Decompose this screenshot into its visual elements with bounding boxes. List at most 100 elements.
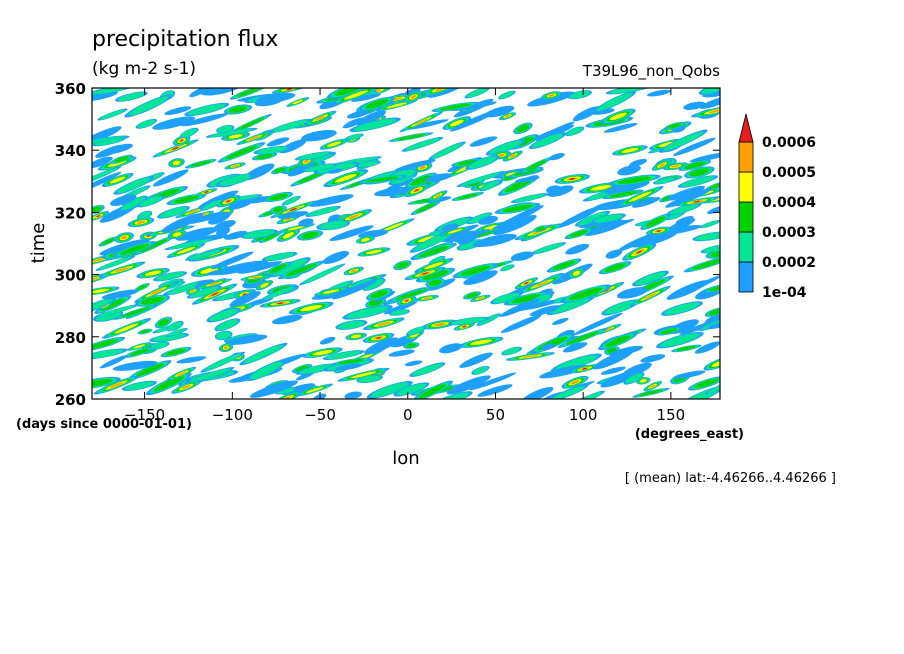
- precip-cluster: [200, 351, 245, 373]
- precip-cluster: [217, 142, 266, 163]
- precip-cluster: [632, 270, 669, 287]
- y-tick-label: 320: [55, 204, 86, 222]
- precip-cluster: [271, 166, 289, 175]
- precip-cluster: [152, 139, 199, 158]
- precip-cluster: [427, 190, 448, 202]
- precip-cluster: [666, 280, 709, 300]
- precip-cluster: [600, 108, 636, 125]
- precip-cluster: [449, 110, 498, 132]
- precip-cluster: [678, 159, 712, 171]
- x-tick-label: 0: [403, 406, 413, 424]
- precip-cluster: [152, 116, 195, 130]
- precip-cluster: [514, 176, 540, 183]
- precip-cluster: [469, 136, 498, 147]
- precip-cluster: [472, 233, 517, 248]
- precip-cluster: [240, 229, 278, 239]
- x-tick-label: 100: [569, 406, 598, 424]
- precip-cluster: [189, 88, 210, 98]
- precip-cluster: [554, 173, 590, 184]
- precip-cluster: [456, 171, 505, 188]
- precip-cluster: [295, 363, 339, 375]
- precip-cluster: [500, 170, 522, 178]
- precip-cluster: [181, 113, 228, 127]
- precip-cluster: [335, 319, 368, 330]
- y-axis-label: time: [28, 223, 49, 264]
- precip-cluster: [296, 230, 324, 241]
- precip-cluster: [291, 363, 313, 374]
- precip-cluster: [184, 366, 235, 385]
- precip-cluster: [707, 321, 720, 329]
- precip-cluster: [471, 365, 490, 375]
- precip-cluster: [699, 96, 720, 109]
- precip-cluster: [149, 341, 170, 350]
- precip-cluster: [404, 267, 446, 280]
- precip-cluster: [425, 173, 452, 183]
- precip-cluster: [702, 88, 720, 98]
- precip-cluster: [622, 243, 657, 261]
- precip-cluster: [707, 204, 720, 214]
- precip-cluster: [666, 202, 702, 216]
- precip-cluster: [410, 200, 441, 216]
- precip-cluster: [128, 360, 172, 380]
- x-tick-label: 150: [657, 406, 686, 424]
- precip-cluster: [612, 145, 648, 156]
- precip-cluster: [603, 123, 638, 133]
- precip-cluster: [394, 159, 436, 172]
- precip-cluster: [287, 162, 315, 177]
- precip-cluster: [229, 291, 261, 307]
- precip-cluster: [357, 175, 408, 184]
- precip-cluster: [92, 166, 122, 187]
- precip-cluster: [463, 270, 498, 285]
- precip-cluster: [172, 135, 191, 146]
- precip-cluster: [98, 261, 146, 278]
- colorbar-label: 0.0005: [762, 165, 816, 181]
- precip-cluster: [215, 173, 255, 187]
- precip-cluster: [510, 193, 549, 204]
- precip-cluster: [161, 213, 204, 233]
- precip-cluster: [364, 337, 399, 355]
- precip-cluster: [335, 363, 363, 371]
- precip-cluster: [362, 317, 405, 331]
- precip-cluster: [598, 332, 638, 351]
- precip-cluster: [271, 88, 307, 94]
- precip-cluster: [564, 228, 593, 240]
- precip-cluster: [137, 328, 153, 335]
- precip-cluster: [546, 295, 595, 316]
- precip-cluster: [399, 111, 444, 133]
- precip-cluster: [115, 91, 148, 102]
- precip-cluster: [326, 88, 371, 99]
- y-tick-label: 340: [55, 142, 86, 160]
- precip-cluster: [442, 116, 471, 130]
- precip-cluster: [152, 169, 189, 187]
- precip-cluster: [547, 384, 589, 399]
- precip-cluster: [604, 180, 650, 194]
- precip-cluster: [299, 263, 346, 286]
- precip-cluster: [463, 291, 481, 300]
- precip-cluster: [345, 332, 367, 341]
- precip-cluster: [532, 124, 575, 141]
- precip-cluster: [675, 196, 719, 207]
- precip-cluster: [704, 315, 720, 327]
- precip-cluster: [92, 90, 118, 102]
- precip-cluster: [531, 242, 567, 255]
- precip-cluster: [683, 255, 720, 273]
- precip-cluster: [176, 356, 207, 364]
- precip-cluster: [205, 127, 258, 138]
- precip-cluster: [281, 195, 301, 206]
- precip-cluster: [179, 127, 199, 139]
- precip-cluster: [207, 211, 231, 225]
- precip-cluster: [93, 375, 140, 395]
- precip-cluster: [327, 168, 343, 174]
- precip-cluster: [663, 162, 688, 171]
- precip-cluster: [617, 232, 657, 252]
- precip-cluster: [428, 141, 466, 161]
- precip-cluster: [350, 93, 381, 102]
- precip-cluster: [314, 287, 348, 297]
- precip-cluster: [127, 342, 152, 351]
- colorbar-label: 1e-04: [762, 285, 807, 301]
- precip-cluster: [485, 139, 526, 156]
- precip-cluster: [643, 381, 662, 392]
- precip-cluster: [145, 372, 192, 396]
- precip-cluster: [358, 229, 389, 239]
- precip-cluster: [664, 122, 685, 130]
